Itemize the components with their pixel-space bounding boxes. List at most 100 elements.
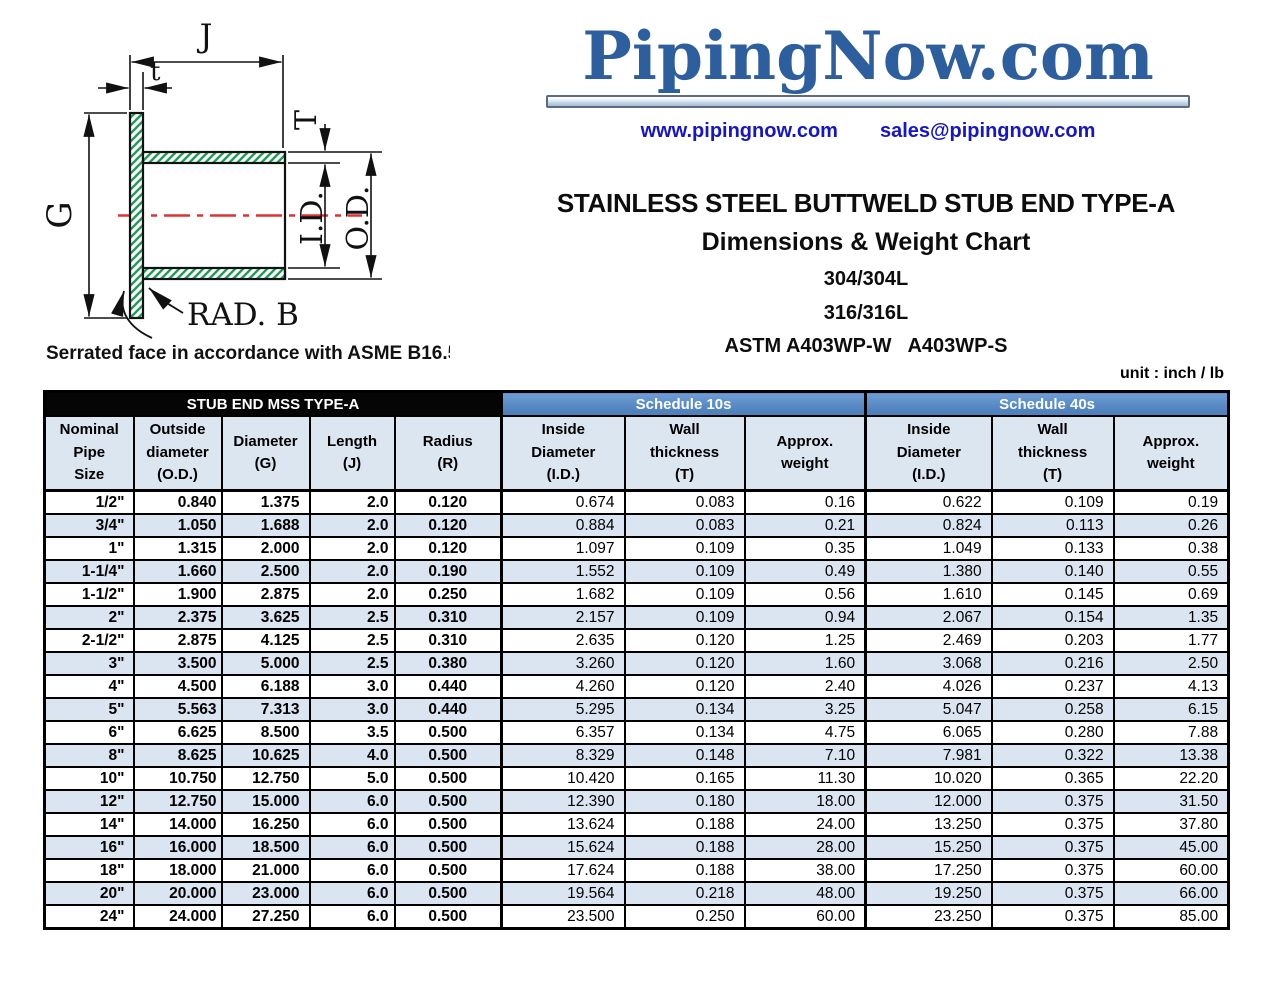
cell: 3.068 [864, 651, 993, 676]
cell: 0.500 [393, 812, 503, 837]
cell: 1" [43, 536, 135, 561]
cell: 5.047 [864, 697, 993, 722]
cell: 0.69 [1112, 582, 1230, 607]
table-row: 3" 3.500 5.000 2.5 0.380 3.260 0.120 1.60 3.068 0… [43, 651, 1230, 676]
cell: 0.365 [990, 766, 1115, 791]
group-header-schedule-40s: Schedule 40s [864, 390, 1230, 417]
cell: 31.50 [1112, 789, 1230, 814]
table-row: 1-1/2" 1.900 2.875 2.0 0.250 1.682 0.109 0.56 1.… [43, 582, 1230, 607]
astm-spec: ASTM A403WP-W A403WP-S [724, 335, 1008, 357]
cell: 0.165 [623, 766, 746, 791]
cell: 0.500 [393, 766, 503, 791]
cell: 1.60 [743, 651, 867, 676]
cell: 10.625 [220, 743, 311, 768]
table-row: 4" 4.500 6.188 3.0 0.440 4.260 0.120 2.40 4.026 0… [43, 674, 1230, 699]
dimensions-weight-table: STUB END MSS TYPE-A Schedule 10s Schedul… [43, 390, 1231, 930]
cell: 2.500 [220, 559, 311, 584]
rad-b-label: RAD. B [187, 297, 299, 333]
cell: 7.313 [220, 697, 311, 722]
cell: 2.5 [308, 651, 396, 676]
col-approx-weight-40s: Approx. weight [1112, 415, 1230, 492]
cell: 0.258 [990, 697, 1115, 722]
cell: 6.0 [308, 858, 396, 883]
cell: 2.875 [132, 628, 223, 653]
cell: 1.375 [220, 489, 311, 515]
cell: 13.250 [864, 812, 993, 837]
cell: 18.00 [743, 789, 867, 814]
table-row: 10" 10.750 12.750 5.0 0.500 10.420 0.165 11.30 1… [43, 766, 1230, 791]
website-link[interactable]: www.pipingnow.com [640, 120, 838, 143]
cell: 0.120 [623, 651, 746, 676]
cell: 8.329 [500, 743, 626, 768]
cell: 23.500 [500, 904, 626, 930]
cell: 2.067 [864, 605, 993, 630]
dim-label-od: O.D. [341, 186, 376, 251]
cell: 1.610 [864, 582, 993, 607]
cell: 0.16 [743, 489, 867, 515]
page-subtitle: Dimensions & Weight Chart [701, 228, 1031, 256]
cell: 1.097 [500, 536, 626, 561]
cell: 13.624 [500, 812, 626, 837]
cell: 4.260 [500, 674, 626, 699]
cell: 1.900 [132, 582, 223, 607]
cell: 6" [43, 720, 135, 745]
cell: 0.133 [990, 536, 1115, 561]
cell: 18" [43, 858, 135, 883]
cell: 0.109 [623, 536, 746, 561]
cell: 16" [43, 835, 135, 860]
cell: 27.250 [220, 904, 311, 930]
unit-note: unit : inch / lb [1120, 365, 1224, 382]
cell: 0.375 [990, 858, 1115, 883]
cell: 0.134 [623, 697, 746, 722]
cell: 0.375 [990, 789, 1115, 814]
cell: 3/4" [43, 513, 135, 538]
cell: 12.390 [500, 789, 626, 814]
table-body: 1/2" 0.840 1.375 2.0 0.120 0.674 0.083 0.16 0.62… [43, 489, 1230, 930]
table-row: 2-1/2" 2.875 4.125 2.5 0.310 2.635 0.120 1.25 2.… [43, 628, 1230, 653]
table-row: 6" 6.625 8.500 3.5 0.500 6.357 0.134 4.75 6.065 0… [43, 720, 1230, 745]
table-row: 20" 20.000 23.000 6.0 0.500 19.564 0.218 48.00 1… [43, 881, 1230, 906]
cell: 6.625 [132, 720, 223, 745]
cell: 4.500 [132, 674, 223, 699]
cell: 17.624 [500, 858, 626, 883]
cell: 0.500 [393, 881, 503, 906]
cell: 6.357 [500, 720, 626, 745]
cell: 22.20 [1112, 766, 1230, 791]
cell: 0.49 [743, 559, 867, 584]
cell: 3.625 [220, 605, 311, 630]
group-header-mss: STUB END MSS TYPE-A [43, 390, 503, 417]
cell: 7.981 [864, 743, 993, 768]
cell: 0.120 [623, 628, 746, 653]
table-row: 2" 2.375 3.625 2.5 0.310 2.157 0.109 0.94 2.067 0… [43, 605, 1230, 630]
col-outside-diameter: Outside diameter (O.D.) [132, 415, 223, 492]
cell: 0.500 [393, 858, 503, 883]
cell: 37.80 [1112, 812, 1230, 837]
cell: 18.000 [132, 858, 223, 883]
cell: 0.134 [623, 720, 746, 745]
col-wall-thickness-40s: Wall thickness (T) [990, 415, 1115, 492]
cell: 0.19 [1112, 489, 1230, 515]
table-row: 12" 12.750 15.000 6.0 0.500 12.390 0.180 18.00 1… [43, 789, 1230, 814]
cell: 0.190 [393, 559, 503, 584]
cell: 0.310 [393, 628, 503, 653]
cell: 23.250 [864, 904, 993, 930]
cell: 45.00 [1112, 835, 1230, 860]
cell: 18.500 [220, 835, 311, 860]
cell: 6.0 [308, 812, 396, 837]
cell: 0.237 [990, 674, 1115, 699]
cell: 1/2" [43, 489, 135, 515]
email-link[interactable]: sales@pipingnow.com [879, 120, 1096, 143]
cell: 1.049 [864, 536, 993, 561]
cell: 21.000 [220, 858, 311, 883]
table-row: 18" 18.000 21.000 6.0 0.500 17.624 0.188 38.00 1… [43, 858, 1230, 883]
cell: 20" [43, 881, 135, 906]
cell: 2.5 [308, 628, 396, 653]
cell: 2.50 [1112, 651, 1230, 676]
cell: 12.750 [220, 766, 311, 791]
cell: 0.154 [990, 605, 1115, 630]
cell: 2.0 [308, 536, 396, 561]
material-grade-2: 316/316L [823, 302, 909, 324]
cell: 0.375 [990, 881, 1115, 906]
cell: 0.218 [623, 881, 746, 906]
cell: 4.75 [743, 720, 867, 745]
